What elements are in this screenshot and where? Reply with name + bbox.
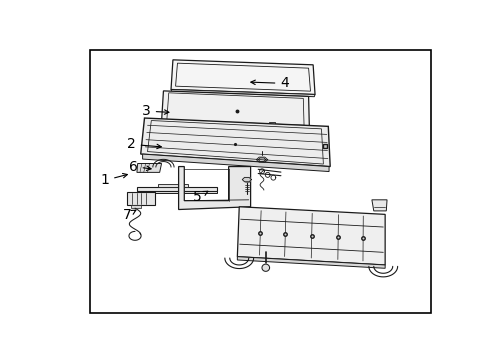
Polygon shape xyxy=(194,122,201,128)
Polygon shape xyxy=(242,177,251,182)
Text: 6: 6 xyxy=(128,159,151,174)
Text: 7: 7 xyxy=(123,208,136,222)
Text: 2: 2 xyxy=(126,138,161,151)
Polygon shape xyxy=(137,186,216,191)
Polygon shape xyxy=(161,122,309,130)
Polygon shape xyxy=(158,184,188,186)
Polygon shape xyxy=(171,60,314,94)
Text: 5: 5 xyxy=(193,190,207,204)
Polygon shape xyxy=(262,264,269,271)
Polygon shape xyxy=(141,118,329,167)
Polygon shape xyxy=(237,257,385,268)
Polygon shape xyxy=(127,192,154,205)
Polygon shape xyxy=(137,191,216,193)
Polygon shape xyxy=(371,200,386,211)
Polygon shape xyxy=(137,163,161,172)
Polygon shape xyxy=(161,91,309,127)
Polygon shape xyxy=(178,167,250,210)
Polygon shape xyxy=(239,122,244,128)
Polygon shape xyxy=(171,90,314,97)
Polygon shape xyxy=(268,122,274,128)
Text: 1: 1 xyxy=(100,174,127,188)
Polygon shape xyxy=(131,205,141,208)
Text: 4: 4 xyxy=(250,76,288,90)
Polygon shape xyxy=(237,207,385,265)
Polygon shape xyxy=(217,122,223,128)
Text: 3: 3 xyxy=(142,104,168,118)
Polygon shape xyxy=(142,154,328,172)
